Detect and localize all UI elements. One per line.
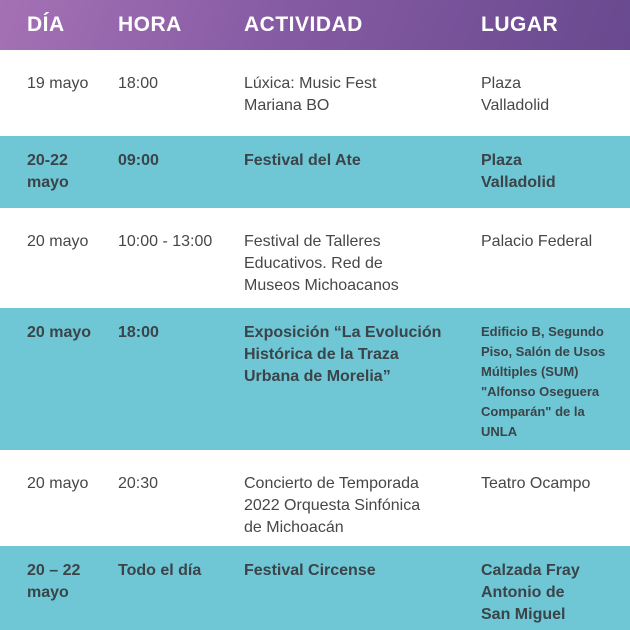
cell-dia: 20 mayo <box>27 323 92 341</box>
cell-dia: 20-22 mayo <box>27 151 69 191</box>
table-row: 20 mayo 18:00 Exposición “La Evolución H… <box>0 307 630 450</box>
cell-actividad: Festival Circense <box>244 562 376 580</box>
cell-lugar: Calzada Fray Antonio de San Miguel <box>481 562 580 624</box>
cell-hora: 20:30 <box>118 474 159 492</box>
cell-dia: 19 mayo <box>27 74 89 92</box>
cell-dia: 20 mayo <box>27 474 89 492</box>
column-header-actividad: ACTIVIDAD <box>244 12 363 36</box>
cell-hora: 09:00 <box>118 151 159 169</box>
cell-hora: 18:00 <box>118 74 159 92</box>
cell-lugar: Palacio Federal <box>481 232 593 250</box>
cell-lugar: Plaza Valladolid <box>481 74 550 114</box>
table-row: 20 – 22 mayo Todo el día Festival Circen… <box>0 546 630 630</box>
table-row: 20-22 mayo 09:00 Festival del Ate Plaza … <box>0 135 630 208</box>
cell-hora: Todo el día <box>118 562 202 580</box>
cell-lugar: Edificio B, Segundo Piso, Salón de Usos … <box>481 323 606 439</box>
cell-lugar: Plaza Valladolid <box>481 151 556 191</box>
cell-actividad: Festival del Ate <box>244 151 361 169</box>
column-header-dia: DÍA <box>27 12 65 36</box>
cell-dia: 20 – 22 mayo <box>27 562 81 602</box>
cell-actividad: Lúxica: Music Fest Mariana BO <box>244 74 377 114</box>
cell-actividad: Exposición “La Evolución Histórica de la… <box>244 323 442 385</box>
table-row: 19 mayo 18:00 Lúxica: Music Fest Mariana… <box>0 49 630 136</box>
table-row: 20 mayo 10:00 - 13:00 Festival de Taller… <box>0 207 630 308</box>
cell-lugar: Teatro Ocampo <box>481 474 591 492</box>
column-header-lugar: LUGAR <box>481 12 559 36</box>
table-row: 20 mayo 20:30 Concierto de Temporada 202… <box>0 449 630 547</box>
cell-dia: 20 mayo <box>27 232 89 250</box>
cell-actividad: Concierto de Temporada 2022 Orquesta Sin… <box>244 474 421 536</box>
column-header-hora: HORA <box>118 12 182 36</box>
cell-hora: 18:00 <box>118 323 159 341</box>
cell-actividad: Festival de Talleres Educativos. Red de … <box>244 232 399 294</box>
cell-hora: 10:00 - 13:00 <box>118 232 213 250</box>
table-header: DÍA HORA ACTIVIDAD LUGAR <box>0 0 630 50</box>
